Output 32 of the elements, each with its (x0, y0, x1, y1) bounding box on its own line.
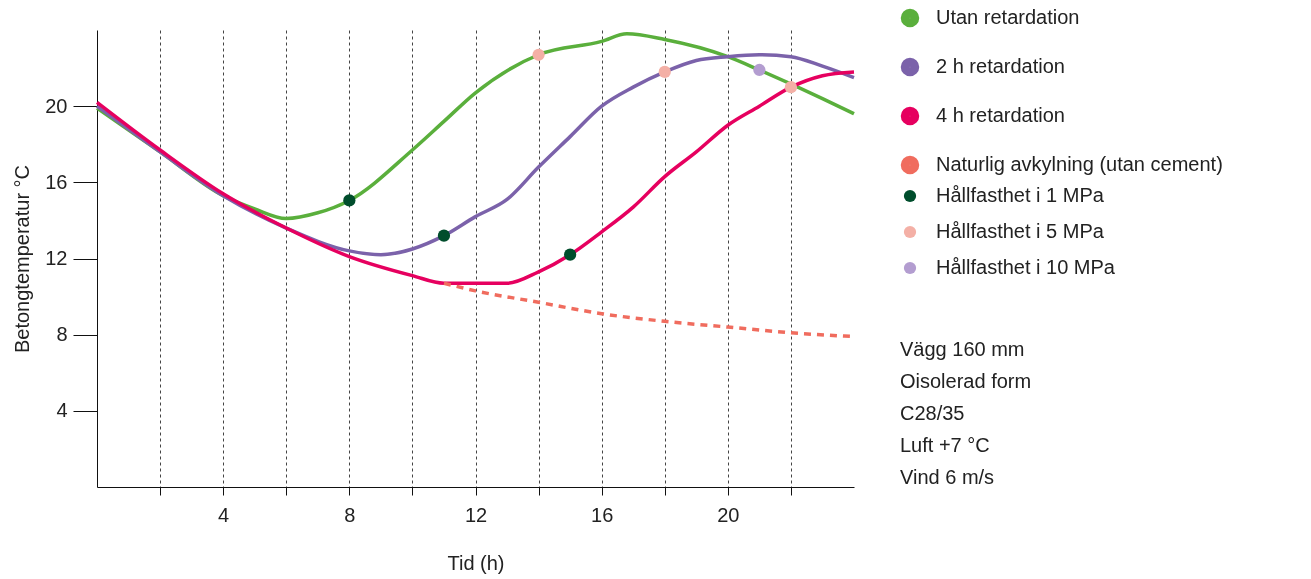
x-tick-label: 4 (218, 503, 230, 526)
legend-label: Hållfasthet i 10 MPa (936, 256, 1116, 278)
y-tick-label: 4 (56, 399, 68, 422)
y-tick-label: 20 (45, 94, 68, 117)
point (564, 248, 577, 261)
legend-label: Hållfasthet i 5 MPa (936, 220, 1105, 242)
y-axis-title: Betongtemperatur °C (11, 164, 34, 354)
point (437, 229, 451, 242)
legend-label: Utan retardation (936, 6, 1080, 28)
point (532, 48, 545, 61)
text: Oisolerad form (900, 370, 1032, 392)
text: Vägg 160 mm (900, 338, 1025, 360)
text: Vind 6 m/s (900, 466, 995, 488)
text: Luft +7 °C (900, 434, 990, 456)
y-tick-label: 16 (45, 170, 68, 193)
point (784, 81, 798, 94)
y-tick-label: 8 (56, 323, 68, 346)
x-tick-label: 16 (591, 503, 614, 526)
point (753, 63, 766, 77)
legend-label: Naturlig avkylning (utan cement) (936, 153, 1223, 175)
point (343, 194, 356, 207)
text: C28/35 (900, 402, 965, 424)
x-axis-title: Tid (h) (447, 551, 505, 574)
y-tick-label: 12 (45, 247, 68, 269)
line-series (95, 70, 856, 285)
point (658, 65, 671, 78)
legend-label: 2 h retardation (936, 55, 1065, 77)
x-tick-label: 12 (464, 503, 488, 526)
legend-label: 4 h retardation (936, 104, 1065, 126)
x-tick-label: 20 (717, 503, 740, 526)
x-tick-label: 8 (344, 503, 356, 526)
legend-label: Hållfasthet i 1 MPa (936, 184, 1105, 206)
